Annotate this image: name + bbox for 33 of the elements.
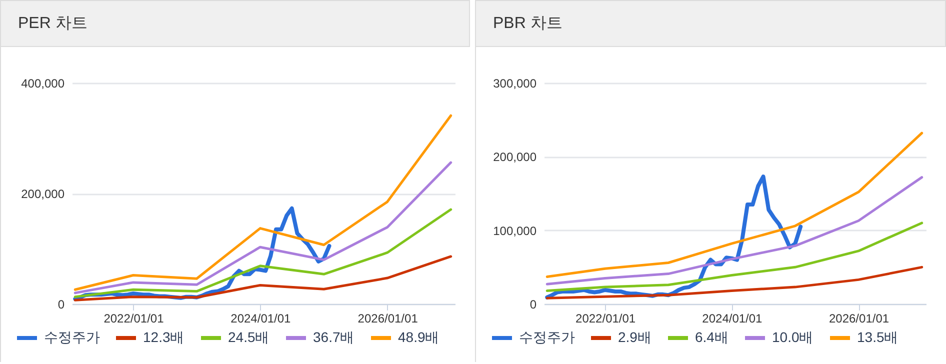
y-tick-label: 100,000 xyxy=(493,224,537,238)
line-series xyxy=(74,161,452,294)
legend-label: 12.3배 xyxy=(143,329,184,345)
line-series xyxy=(546,266,924,300)
y-tick-label: 300,000 xyxy=(493,76,537,90)
x-tick-label: 2026/01/01 xyxy=(828,312,890,326)
line-series xyxy=(74,208,452,298)
line-series xyxy=(74,114,452,291)
line-series xyxy=(546,132,924,278)
x-tick-label: 2026/01/01 xyxy=(358,312,418,326)
legend-label: 13.5배 xyxy=(857,329,898,345)
line-series xyxy=(546,222,924,292)
legend-label: 수정주가 xyxy=(44,329,100,345)
legend-label: 6.4배 xyxy=(695,329,728,345)
x-tick-label: 2024/01/01 xyxy=(702,312,763,326)
x-tick-label: 2022/01/01 xyxy=(576,312,636,326)
line-series xyxy=(546,176,924,286)
legend-label: 10.0배 xyxy=(772,329,814,345)
chart-title: PER 차트 xyxy=(1,1,469,47)
y-tick-label: 0 xyxy=(58,298,65,312)
y-tick-label: 200,000 xyxy=(21,187,65,201)
y-tick-label: 200,000 xyxy=(493,150,537,164)
chart-title: PBR 차트 xyxy=(476,1,945,47)
legend-label: 24.5배 xyxy=(228,329,270,345)
y-tick-label: 400,000 xyxy=(21,76,65,90)
legend-label: 수정주가 xyxy=(519,329,575,345)
legend-label: 36.7배 xyxy=(313,329,354,345)
y-tick-label: 0 xyxy=(530,298,537,312)
x-tick-label: 2024/01/01 xyxy=(230,312,292,326)
legend-label: 2.9배 xyxy=(618,329,652,345)
legend-label: 48.9배 xyxy=(398,329,440,345)
line-series xyxy=(74,255,452,302)
x-tick-label: 2022/01/01 xyxy=(104,312,164,326)
